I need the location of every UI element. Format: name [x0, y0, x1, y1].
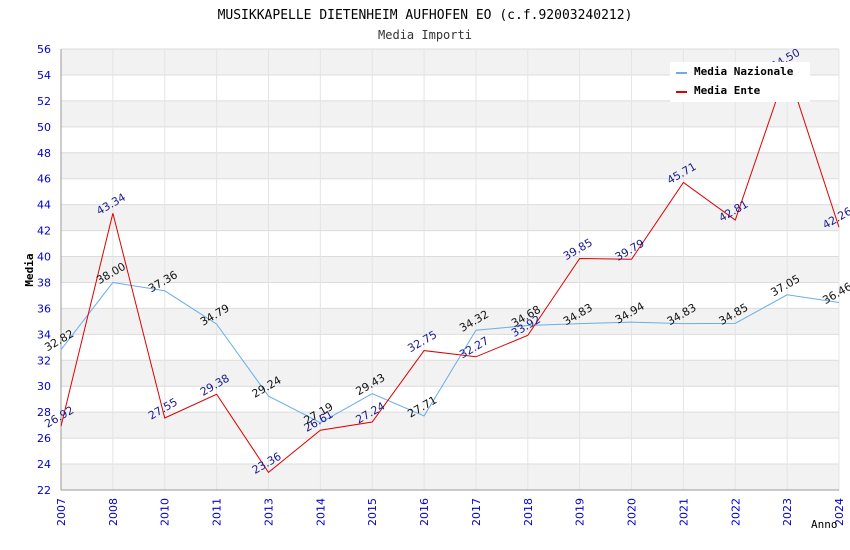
grid-band [61, 152, 839, 179]
series-line-naz [60, 281, 840, 424]
data-label-naz: 36.46 [820, 280, 850, 307]
y-tick-label: 38 [37, 276, 51, 289]
x-tick-label: 2008 [107, 498, 120, 526]
x-tick-label: 2011 [211, 498, 224, 526]
y-tick-label: 50 [37, 121, 51, 134]
chart-subtitle: Media Importi [378, 28, 472, 42]
y-tick-label: 34 [37, 328, 51, 341]
y-tick-label: 52 [37, 95, 51, 108]
legend: Media Nazionale Media Ente [670, 62, 810, 102]
y-tick-label: 42 [37, 225, 51, 238]
series-line-ente [60, 66, 840, 474]
axes [60, 49, 839, 491]
y-tick-label: 30 [37, 380, 51, 393]
y-axis-label: Media [23, 253, 36, 286]
x-tick-label: 2018 [522, 498, 535, 526]
chart-title: MUSIKKAPELLE DIETENHEIM AUFHOFEN EO (c.f… [218, 8, 633, 23]
x-tick-label: 2014 [314, 498, 327, 526]
x-tick-labels: 2007 2008 2010 2011 2013 2014 2015 2016 2017 2018… [55, 498, 846, 526]
y-tick-label: 44 [37, 199, 51, 212]
y-tick-label: 40 [37, 251, 51, 264]
x-tick-label: 2017 [470, 498, 483, 526]
grid-lines [60, 48, 840, 491]
grid-band [61, 204, 839, 231]
x-tick-label: 2023 [781, 498, 794, 526]
y-tick-label: 28 [37, 406, 51, 419]
x-tick-label: 2020 [626, 498, 639, 526]
x-axis-label: Anno [811, 518, 838, 531]
x-tick-label: 2016 [418, 498, 431, 526]
x-tick-label: 2013 [262, 498, 275, 526]
grid-bands [61, 49, 839, 490]
y-tick-label: 46 [37, 173, 51, 186]
legend-label-naz: Media Nazionale [694, 65, 794, 78]
y-tick-labels: 22 24 26 28 30 32 34 36 38 40 42 44 46 48 50 52 54 56 [37, 43, 51, 497]
grid-band [61, 100, 839, 127]
legend-label-ente: Media Ente [694, 84, 761, 97]
x-tick-label: 2021 [677, 498, 690, 526]
y-tick-label: 22 [37, 484, 51, 497]
x-tick-label: 2024 [833, 498, 846, 526]
y-tick-label: 24 [37, 458, 51, 471]
y-tick-label: 48 [37, 147, 51, 160]
x-tick-label: 2022 [729, 498, 742, 526]
y-tick-label: 56 [37, 43, 51, 56]
x-tick-label: 2010 [159, 498, 172, 526]
grid-band [61, 256, 839, 283]
legend-box [670, 62, 810, 102]
grid-band [61, 464, 839, 490]
x-tick-label: 2007 [55, 498, 68, 526]
grid-band [61, 308, 839, 335]
x-tick-label: 2015 [366, 498, 379, 526]
grid-band [61, 412, 839, 439]
y-tick-label: 36 [37, 302, 51, 315]
series-lines [60, 66, 840, 474]
y-tick-label: 26 [37, 432, 51, 445]
x-tick-label: 2019 [574, 498, 587, 526]
data-label-ente: 32.27 [457, 334, 491, 361]
y-tick-label: 54 [37, 69, 51, 82]
y-tick-label: 32 [37, 354, 51, 367]
